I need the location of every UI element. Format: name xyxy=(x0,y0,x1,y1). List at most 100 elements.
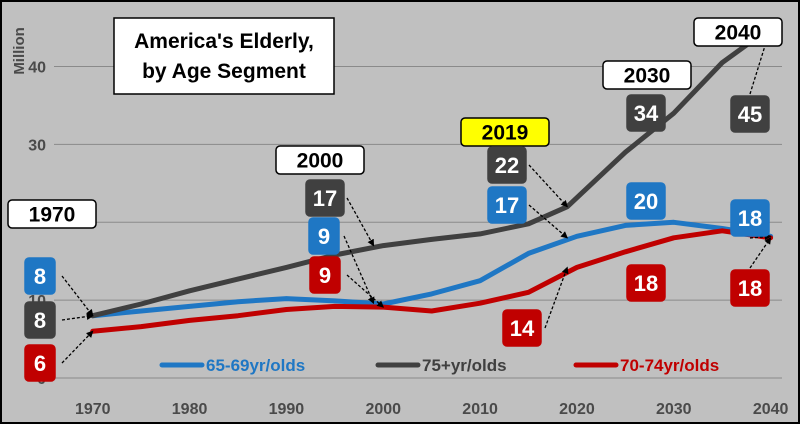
data-point xyxy=(138,301,144,307)
year-label-box xyxy=(7,199,97,229)
x-tick-label: 2010 xyxy=(462,401,498,418)
data-point xyxy=(138,324,144,329)
value-label-box xyxy=(730,269,770,307)
data-point xyxy=(187,288,192,293)
data-point xyxy=(187,304,192,309)
value-label-box xyxy=(626,264,666,302)
x-tick-label: 1980 xyxy=(172,401,208,418)
year-label: 1970 xyxy=(29,204,76,227)
leader-arrow xyxy=(346,197,375,247)
value-label: 22 xyxy=(495,153,519,178)
leader-arrow xyxy=(749,237,772,269)
legend-label: 70-74yr/olds xyxy=(620,356,719,375)
data-point xyxy=(623,149,628,155)
data-point xyxy=(332,304,338,309)
data-point xyxy=(623,249,628,255)
value-label-box xyxy=(730,95,770,133)
value-label: 34 xyxy=(634,101,659,126)
year-label: 2019 xyxy=(482,122,529,145)
value-label: 18 xyxy=(634,271,658,296)
x-tick-label: 2040 xyxy=(753,401,789,418)
legend-label: 65-69yr/olds xyxy=(206,356,305,375)
value-label: 45 xyxy=(738,102,762,127)
value-label-box xyxy=(24,301,56,339)
data-point xyxy=(235,313,241,318)
x-tick-label: 1970 xyxy=(75,401,111,418)
line-chart: 0102030401970198019902000201020202030204… xyxy=(7,17,789,418)
data-point xyxy=(187,318,192,323)
leader-arrow xyxy=(61,313,94,321)
leader-arrow xyxy=(346,274,385,308)
legend-label: 75+yr/olds xyxy=(422,356,507,375)
leader-arrow xyxy=(544,266,569,329)
data-point xyxy=(235,299,241,304)
data-point xyxy=(671,235,676,241)
leader-arrow xyxy=(528,164,568,208)
data-point xyxy=(623,223,628,228)
data-point xyxy=(429,237,434,242)
leader-arrow xyxy=(528,204,569,239)
x-tick-label: 2020 xyxy=(559,401,595,418)
value-label: 8 xyxy=(34,264,46,289)
value-label-box xyxy=(730,199,770,237)
value-label-box xyxy=(309,256,341,294)
year-label-box xyxy=(460,117,550,147)
value-label-box xyxy=(308,217,340,255)
chart-title-line: by Age Segment xyxy=(142,60,306,83)
value-label-box xyxy=(24,344,56,382)
data-point xyxy=(574,265,580,270)
data-point xyxy=(526,221,531,227)
data-point xyxy=(720,60,725,65)
year-label-box xyxy=(275,145,365,175)
value-label: 18 xyxy=(738,206,762,231)
chart-title-box xyxy=(113,17,335,95)
data-point xyxy=(526,290,531,295)
value-label: 6 xyxy=(34,351,46,376)
year-label: 2040 xyxy=(715,22,762,45)
value-label-box xyxy=(502,309,542,347)
leader-arrow xyxy=(61,330,94,364)
series-line-2 xyxy=(90,228,774,334)
data-point xyxy=(477,278,483,283)
value-label-box xyxy=(487,186,527,224)
year-label-box xyxy=(602,60,692,90)
data-point xyxy=(429,291,434,297)
data-point xyxy=(720,228,725,234)
y-tick-label: 40 xyxy=(28,60,46,77)
data-point xyxy=(574,234,580,239)
year-label-box xyxy=(693,17,783,47)
year-label: 2000 xyxy=(297,150,344,173)
value-label: 9 xyxy=(319,263,331,288)
chart-title-line: America's Elderly, xyxy=(134,30,314,53)
data-point xyxy=(526,251,531,256)
data-point xyxy=(671,220,676,225)
data-point xyxy=(477,231,483,237)
x-tick-label: 1990 xyxy=(269,401,305,418)
value-label-box xyxy=(626,182,666,220)
value-label: 20 xyxy=(634,189,658,214)
data-point xyxy=(477,301,483,306)
value-label: 9 xyxy=(318,224,330,249)
y-tick-label: 30 xyxy=(28,137,46,154)
value-label: 17 xyxy=(313,186,337,211)
data-point xyxy=(284,265,289,270)
data-point xyxy=(138,308,144,314)
value-label-box xyxy=(626,94,666,132)
series-line-0 xyxy=(90,219,774,319)
data-point xyxy=(671,111,676,116)
value-label: 18 xyxy=(738,276,762,301)
value-label: 17 xyxy=(495,193,519,218)
data-point xyxy=(284,307,289,312)
year-label: 2030 xyxy=(624,65,671,88)
data-point xyxy=(284,296,289,301)
x-tick-label: 2000 xyxy=(365,401,401,418)
value-label: 14 xyxy=(510,316,535,341)
x-tick-label: 2030 xyxy=(656,401,692,418)
data-point xyxy=(332,298,338,304)
data-point xyxy=(381,243,386,248)
value-label: 8 xyxy=(34,308,46,333)
leader-arrow xyxy=(61,275,94,317)
data-point xyxy=(235,276,241,282)
data-point xyxy=(429,308,434,314)
